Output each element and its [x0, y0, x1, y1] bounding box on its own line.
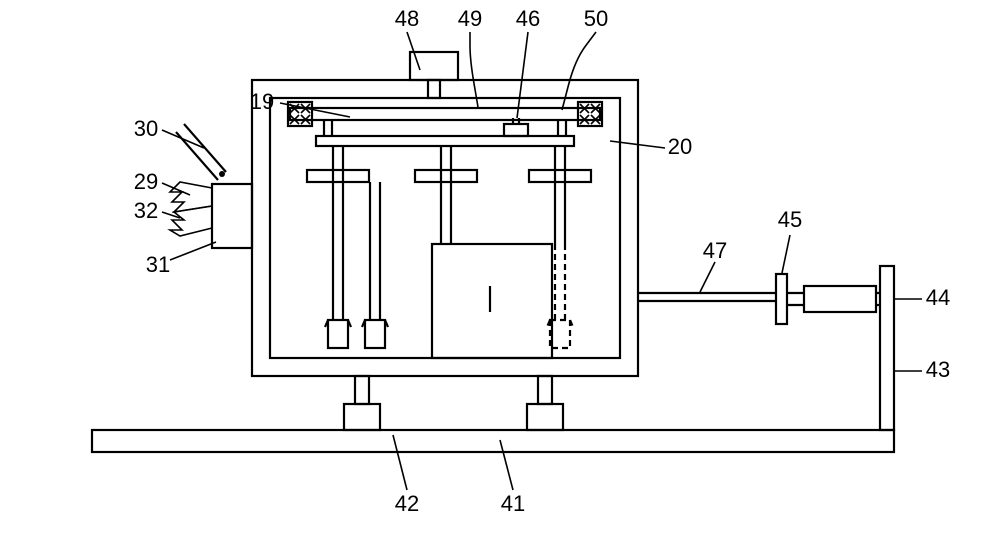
label-19: 19	[250, 89, 274, 114]
engineering-diagram: 48 49 46 50 19 30 29 32 31 20 47 45 44 43 42 41	[0, 0, 1000, 553]
label-48: 48	[395, 6, 419, 31]
label-45: 45	[778, 207, 802, 232]
label-46: 46	[516, 6, 540, 31]
label-29: 29	[134, 169, 158, 194]
label-47: 47	[703, 238, 727, 263]
label-30: 30	[134, 116, 158, 141]
label-31: 31	[146, 252, 170, 277]
label-20: 20	[668, 134, 692, 159]
label-49: 49	[458, 6, 482, 31]
label-41: 41	[501, 491, 525, 516]
label-43: 43	[926, 357, 950, 382]
label-50: 50	[584, 6, 608, 31]
label-42: 42	[395, 491, 419, 516]
label-44: 44	[926, 285, 950, 310]
label-32: 32	[134, 198, 158, 223]
